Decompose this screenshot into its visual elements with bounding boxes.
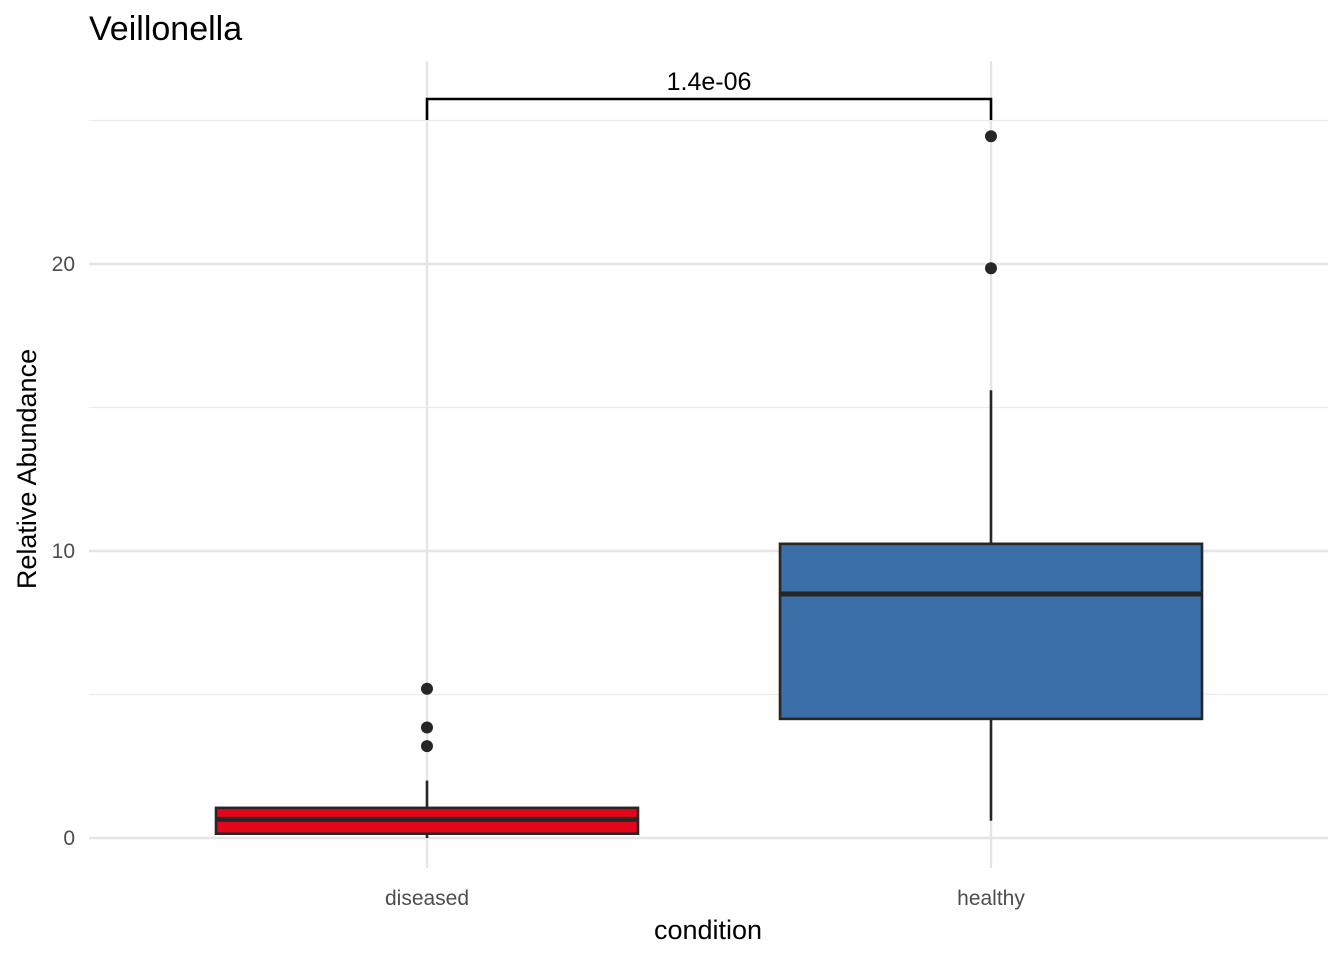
boxes <box>214 130 1204 838</box>
outlier-point <box>421 721 433 734</box>
grid-lines <box>89 61 1328 868</box>
outlier-point <box>421 740 433 753</box>
x-tick-label: diseased <box>385 887 469 910</box>
y-tick-label: 10 <box>52 540 75 563</box>
p-value-label: 1.4e-06 <box>667 68 752 96</box>
outlier-point <box>985 262 997 275</box>
y-tick-label: 20 <box>52 253 75 276</box>
outlier-point <box>421 682 433 695</box>
y-tick-label: 0 <box>63 827 75 850</box>
box-body <box>778 542 1204 721</box>
tick-labels: 0 10 20 diseased healthy <box>52 253 1026 910</box>
box-healthy <box>778 130 1204 821</box>
y-axis-title: Relative Abundance <box>12 349 42 589</box>
annotations: 1.4e-06 <box>425 68 993 120</box>
x-tick-label: healthy <box>957 887 1025 910</box>
x-axis-title: condition <box>654 915 762 945</box>
significance-bracket <box>425 97 993 120</box>
box-diseased <box>214 682 640 838</box>
outlier-point <box>985 130 997 143</box>
chart-title: Veillonella <box>89 10 242 48</box>
